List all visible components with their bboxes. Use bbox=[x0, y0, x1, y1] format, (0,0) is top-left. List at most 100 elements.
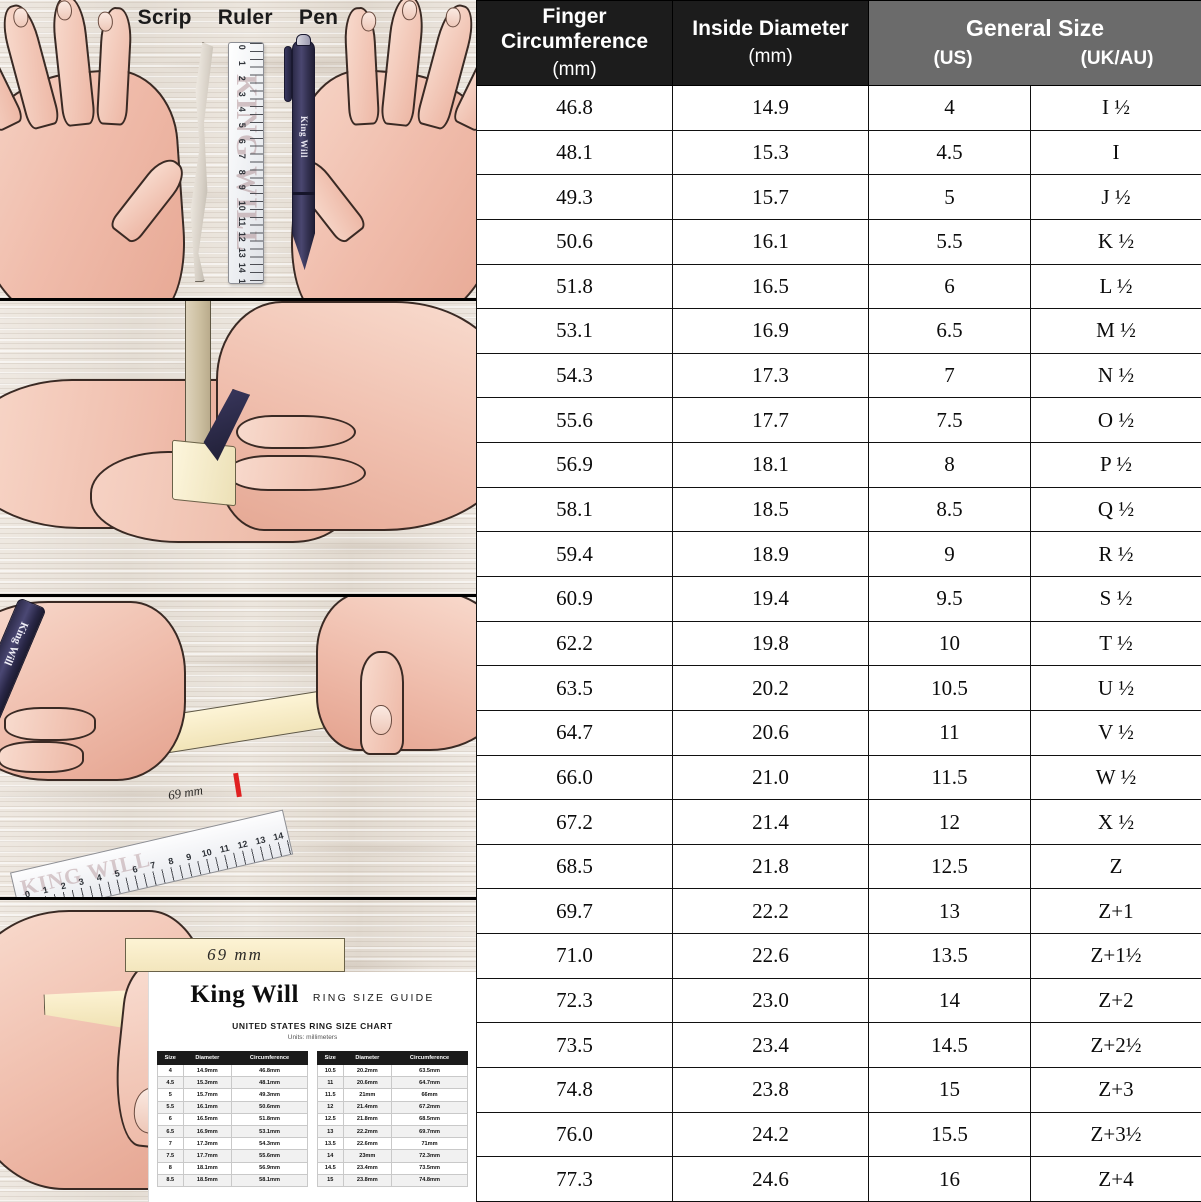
mini-table-row: 8 18.1mm 56.9mm bbox=[157, 1161, 308, 1175]
mini-cell-size: 12 bbox=[317, 1100, 344, 1114]
label-ruler: Ruler bbox=[217, 6, 273, 29]
cell-size-ukau: M ½ bbox=[1029, 308, 1201, 354]
mini-cell-size: 12.5 bbox=[317, 1112, 344, 1126]
cell-size-ukau: T ½ bbox=[1029, 620, 1201, 667]
writing-hand bbox=[0, 601, 186, 781]
cell-size-ukau: J ½ bbox=[1029, 174, 1201, 220]
header-unit: (mm) bbox=[748, 46, 793, 68]
mini-cell-circumference: 63.5mm bbox=[391, 1063, 468, 1078]
mini-cell-circumference: 54.3mm bbox=[231, 1137, 308, 1151]
mini-cell-size: 5 bbox=[157, 1088, 184, 1102]
table-row: 69.7 22.2 13 Z+1 bbox=[476, 888, 1201, 935]
mini-cell-size: 7.5 bbox=[157, 1149, 184, 1163]
cell-size-us: 4.5 bbox=[868, 129, 1031, 176]
cell-inside-diameter: 22.6 bbox=[672, 933, 869, 979]
brand-logo: King Will bbox=[190, 981, 299, 1008]
cell-inside-diameter: 18.5 bbox=[672, 486, 869, 533]
mini-cell-circumference: 73.5mm bbox=[391, 1161, 468, 1175]
mini-cell-size: 11 bbox=[317, 1076, 344, 1090]
cell-size-ukau: U ½ bbox=[1029, 665, 1201, 711]
table-row: 73.5 23.4 14.5 Z+2½ bbox=[476, 1022, 1201, 1069]
cell-size-us: 15.5 bbox=[868, 1111, 1031, 1158]
mini-cell-size: 13 bbox=[317, 1124, 344, 1139]
header-unit: (mm) bbox=[552, 58, 597, 80]
mini-table-row: 14 23mm 72.3mm bbox=[317, 1149, 468, 1163]
cell-inside-diameter: 15.3 bbox=[672, 129, 869, 176]
cell-inside-diameter: 18.9 bbox=[672, 531, 869, 577]
cell-inside-diameter: 18.1 bbox=[672, 442, 869, 488]
header-label: General Size bbox=[965, 15, 1105, 42]
cell-size-ukau: Z+3½ bbox=[1029, 1111, 1201, 1158]
cell-inside-diameter: 21.0 bbox=[672, 754, 869, 801]
mini-cell-circumference: 68.5mm bbox=[391, 1112, 468, 1126]
mini-cell-circumference: 46.8mm bbox=[231, 1063, 308, 1078]
cell-size-ukau: I ½ bbox=[1029, 84, 1201, 131]
mini-col-diameter: Diameter bbox=[182, 1051, 233, 1065]
strip-measure-callout: 69 mm bbox=[125, 938, 345, 972]
ruler-ticks bbox=[250, 43, 263, 283]
cell-finger-circumference: 55.6 bbox=[476, 397, 673, 444]
cell-finger-circumference: 69.7 bbox=[476, 888, 673, 935]
mini-cell-diameter: 17.7mm bbox=[182, 1149, 233, 1163]
table-row: 68.5 21.8 12.5 Z bbox=[476, 843, 1201, 890]
table-row: 55.6 17.7 7.5 O ½ bbox=[476, 397, 1201, 444]
cell-finger-circumference: 53.1 bbox=[476, 308, 673, 354]
wrap-and-mark-panel bbox=[0, 301, 476, 597]
cell-inside-diameter: 22.2 bbox=[672, 888, 869, 935]
mini-cell-diameter: 21mm bbox=[342, 1088, 393, 1102]
mini-cell-circumference: 48.1mm bbox=[231, 1076, 308, 1090]
cell-inside-diameter: 15.7 bbox=[672, 174, 869, 220]
header-label: Finger Circumference bbox=[500, 5, 649, 53]
table-row: 49.3 15.7 5 J ½ bbox=[476, 174, 1201, 220]
mini-cell-diameter: 15.7mm bbox=[182, 1088, 233, 1102]
mini-cell-diameter: 20.6mm bbox=[342, 1076, 393, 1090]
mini-table-row: 10.5 20.2mm 63.5mm bbox=[317, 1063, 468, 1078]
cell-inside-diameter: 16.9 bbox=[672, 308, 869, 354]
mini-cell-size: 14.5 bbox=[317, 1161, 344, 1175]
mini-cell-diameter: 23mm bbox=[342, 1149, 393, 1163]
cell-finger-circumference: 73.5 bbox=[476, 1022, 673, 1069]
mini-chart-left: Size Diameter Circumference 4 14.9mm 46.8m… bbox=[157, 1051, 308, 1187]
mini-cell-size: 15 bbox=[317, 1173, 344, 1187]
table-row: 58.1 18.5 8.5 Q ½ bbox=[476, 486, 1201, 533]
mini-cell-diameter: 16.9mm bbox=[182, 1124, 233, 1139]
table-row: 53.1 16.9 6.5 M ½ bbox=[476, 308, 1201, 354]
mini-cell-diameter: 18.1mm bbox=[182, 1161, 233, 1175]
cell-inside-diameter: 20.6 bbox=[672, 709, 869, 756]
table-header: Finger Circumference (mm) Inside Diamete… bbox=[476, 0, 1201, 86]
cell-size-ukau: Q ½ bbox=[1029, 486, 1201, 533]
mini-cell-size: 11.5 bbox=[317, 1088, 344, 1102]
holding-hand bbox=[316, 597, 476, 755]
header-finger-circumference: Finger Circumference (mm) bbox=[476, 0, 673, 86]
table-row: 62.2 19.8 10 T ½ bbox=[476, 620, 1201, 667]
pen: King Will bbox=[284, 34, 315, 270]
mini-cell-diameter: 16.5mm bbox=[182, 1112, 233, 1126]
cell-inside-diameter: 19.8 bbox=[672, 620, 869, 667]
mini-table-row: 15 23.8mm 74.8mm bbox=[317, 1173, 468, 1187]
cell-size-ukau: Z+1 bbox=[1029, 888, 1201, 935]
mini-cell-diameter: 18.5mm bbox=[182, 1173, 233, 1187]
mini-col-size: Size bbox=[317, 1051, 344, 1065]
mini-cell-size: 14 bbox=[317, 1149, 344, 1163]
cell-size-ukau: Z+1½ bbox=[1029, 933, 1201, 979]
header-general-size: General Size (US) (UK/AU) bbox=[867, 0, 1201, 86]
table-row: 71.0 22.6 13.5 Z+1½ bbox=[476, 933, 1201, 979]
mini-cell-diameter: 16.1mm bbox=[182, 1100, 233, 1114]
cell-finger-circumference: 58.1 bbox=[476, 486, 673, 533]
cell-inside-diameter: 23.4 bbox=[672, 1022, 869, 1069]
cell-size-ukau: Z+3 bbox=[1029, 1067, 1201, 1113]
header-unit-us: (US) bbox=[933, 48, 973, 70]
mini-cell-circumference: 69.7mm bbox=[391, 1124, 468, 1139]
cell-size-us: 5.5 bbox=[868, 218, 1031, 265]
cell-inside-diameter: 23.0 bbox=[672, 977, 869, 1024]
cell-inside-diameter: 19.4 bbox=[672, 575, 869, 622]
cell-size-ukau: I bbox=[1029, 129, 1201, 176]
cell-size-ukau: O ½ bbox=[1029, 397, 1201, 444]
mini-cell-circumference: 53.1mm bbox=[231, 1124, 308, 1139]
mini-cell-size: 4.5 bbox=[157, 1076, 184, 1090]
mini-cell-circumference: 58.1mm bbox=[231, 1173, 308, 1187]
cell-finger-circumference: 48.1 bbox=[476, 129, 673, 176]
cell-size-us: 6.5 bbox=[868, 308, 1031, 354]
mini-table-row: 14.5 23.4mm 73.5mm bbox=[317, 1161, 468, 1175]
